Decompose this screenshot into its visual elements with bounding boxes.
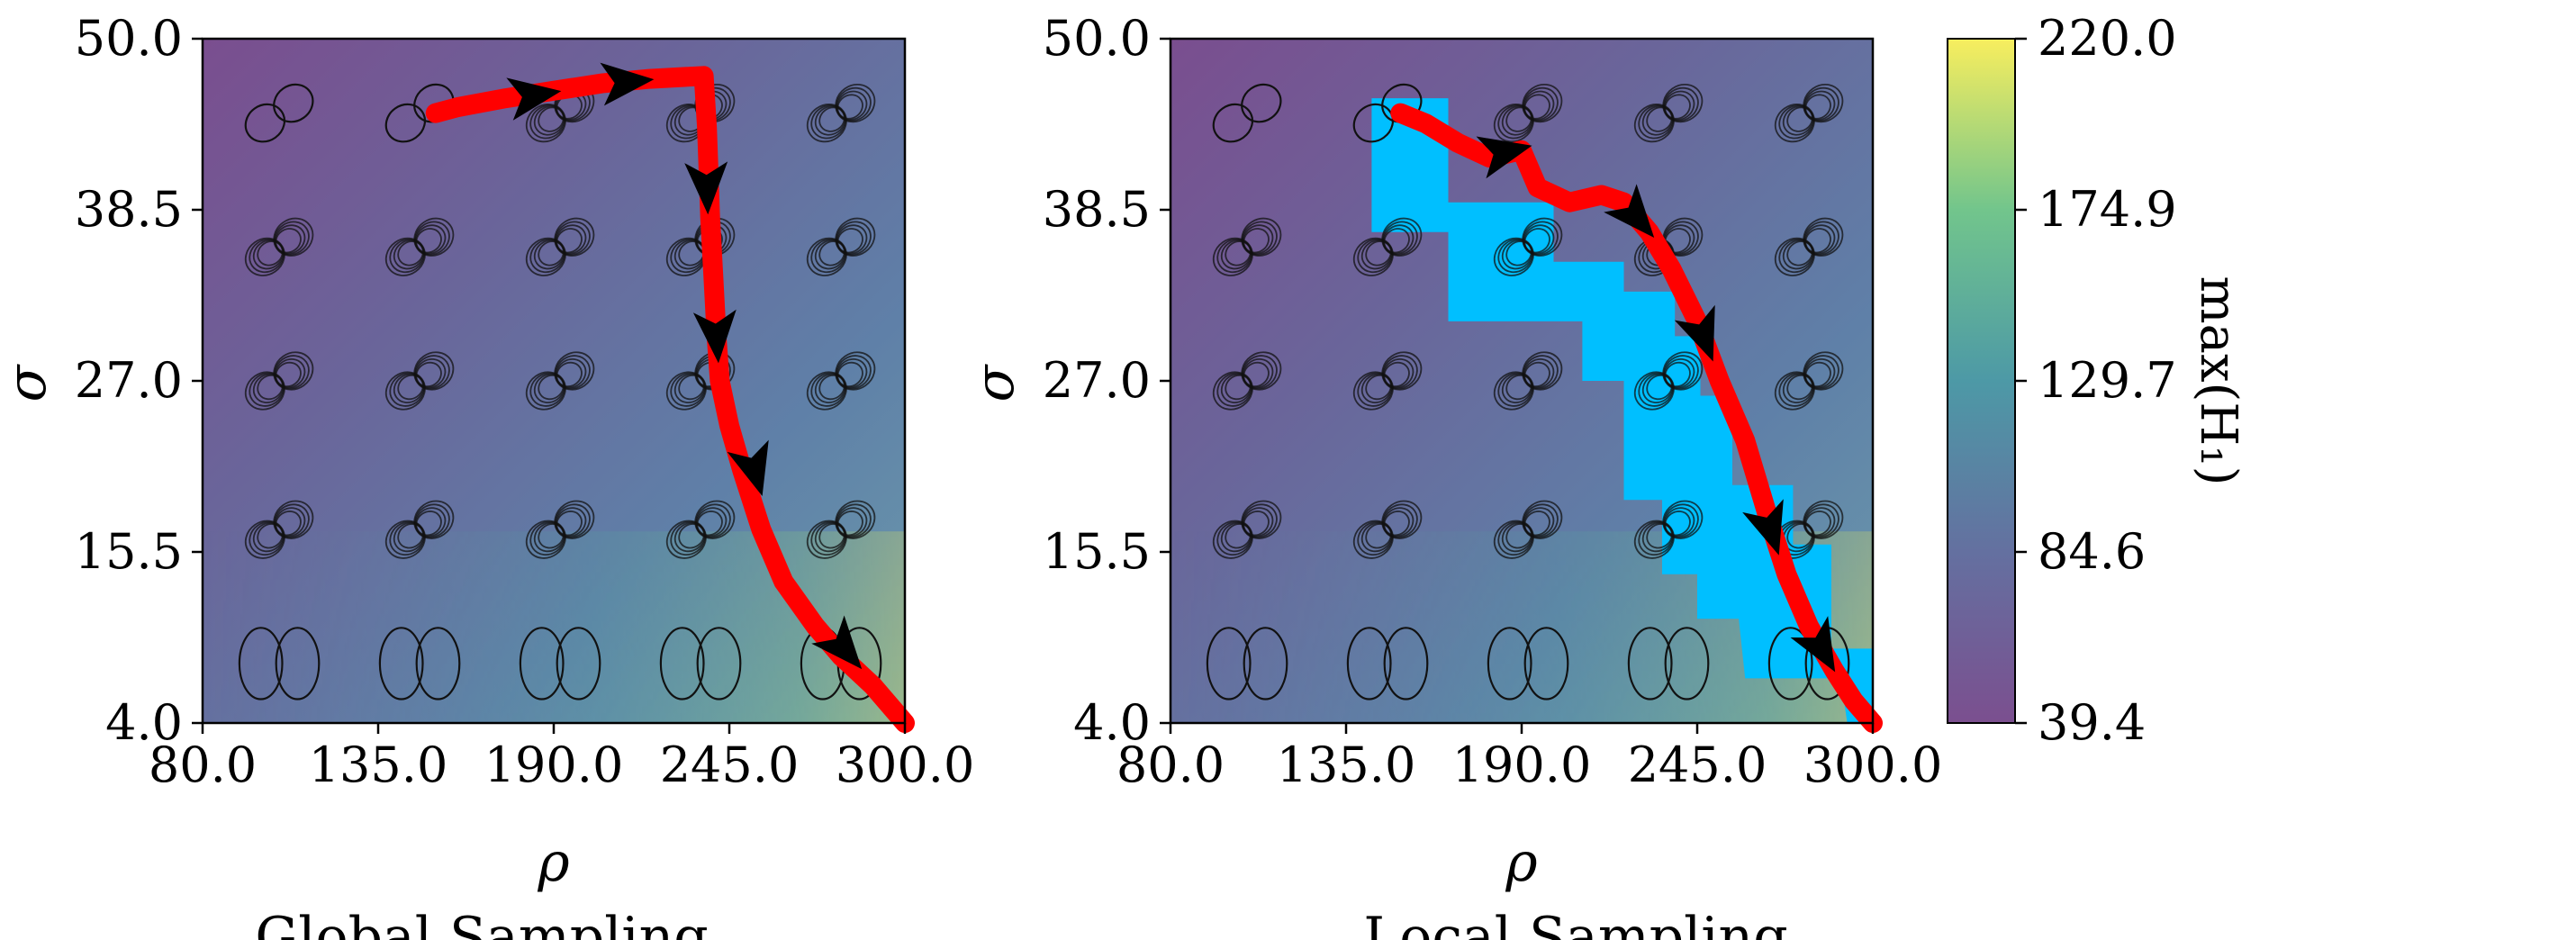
attractor-glyph — [238, 627, 321, 700]
attractor-glyph — [1352, 500, 1423, 559]
y-tick-label: 38.5 — [75, 181, 183, 238]
path-arrow — [1476, 136, 1532, 179]
colorbar-tick-label: 220.0 — [2038, 10, 2177, 67]
path-arrow — [1790, 616, 1836, 673]
y-tick-label: 15.5 — [75, 523, 183, 580]
y-tick-label: 15.5 — [1043, 523, 1151, 580]
attractor-glyph — [1633, 351, 1704, 411]
attractor-glyph — [1206, 627, 1288, 700]
panel-subtitle: Global Sampling — [255, 906, 708, 940]
x-tick-label: 190.0 — [484, 737, 624, 793]
path-arrow — [692, 309, 737, 364]
attractor-glyph — [1212, 217, 1282, 276]
attractor-glyph — [1493, 84, 1563, 143]
attractor-glyph — [1633, 500, 1704, 559]
attractor-glyph — [244, 500, 314, 559]
x-axis-label: ρ — [537, 831, 569, 894]
y-tick-label: 4.0 — [1073, 694, 1151, 751]
y-tick-label: 27.0 — [1043, 352, 1151, 409]
y-axis-label: σ — [963, 363, 1026, 402]
path-arrow — [1604, 184, 1655, 239]
y-tick-label: 4.0 — [105, 694, 183, 751]
attractor-glyph — [244, 83, 314, 143]
attractor-glyph — [1774, 351, 1844, 411]
heatmap-area — [201, 37, 915, 733]
x-tick-label: 80.0 — [149, 737, 257, 793]
attractor-glyph — [244, 351, 314, 411]
y-tick-label: 50.0 — [1043, 10, 1151, 67]
attractor-glyph — [1627, 627, 1710, 700]
attractor-glyph — [1352, 351, 1423, 411]
attractor-glyph — [525, 351, 595, 411]
attractor-glyph — [519, 627, 601, 700]
y-axis: 4.0 15.5 27.0 38.5 50.0 — [1043, 10, 1170, 751]
colorbar-ticks: 39.4 84.6 129.7 174.9 220.0 — [2015, 10, 2177, 751]
local-sampling-panel: 80.0 135.0 190.0 245.0 300.0 4.0 15.5 27.0 38.5… — [963, 10, 1942, 940]
attractor-glyph — [378, 627, 461, 700]
optimization-path — [425, 66, 915, 733]
path-arrow — [600, 62, 655, 106]
attractor-glyph — [1212, 500, 1282, 559]
path-arrow — [506, 77, 562, 121]
attractor-glyph — [384, 217, 455, 276]
colorbar: 39.4 84.6 129.7 174.9 220.0 max(H₁) — [1947, 10, 2247, 751]
attractor-glyph — [384, 351, 455, 411]
path-arrow — [811, 615, 863, 670]
y-tick-label: 50.0 — [75, 10, 183, 67]
path-arrow — [1742, 499, 1784, 556]
colorbar-tick-label: 84.6 — [2038, 523, 2146, 580]
attractor-glyph — [1774, 84, 1844, 143]
colorbar-tick-label: 39.4 — [2038, 694, 2146, 751]
panel-subtitle: Local Sampling — [1363, 906, 1787, 940]
attractor-glyph — [1212, 351, 1282, 411]
attractor-glyph — [525, 217, 595, 276]
x-axis: 80.0 135.0 190.0 245.0 300.0 — [149, 723, 974, 793]
attractor-glyph — [1493, 351, 1563, 411]
attractor-glyph — [806, 351, 876, 411]
attractor-glyph — [665, 500, 736, 559]
attractor-glyph — [1774, 217, 1844, 276]
x-tick-label: 245.0 — [660, 737, 800, 793]
y-tick-label: 27.0 — [75, 352, 183, 409]
x-tick-label: 245.0 — [1628, 737, 1767, 793]
x-tick-label: 300.0 — [1803, 737, 1943, 793]
attractor-glyph — [1633, 84, 1704, 143]
heatmap-high-region — [203, 531, 905, 723]
attractor-glyph — [1346, 627, 1429, 700]
colorbar-gradient — [1947, 38, 2016, 724]
path-arrow — [684, 161, 728, 215]
colorbar-tick-label: 129.7 — [2038, 352, 2177, 409]
y-axis-label: σ — [0, 363, 59, 402]
path-arrow — [1674, 304, 1715, 362]
x-tick-label: 300.0 — [836, 737, 975, 793]
attractor-glyph — [525, 500, 595, 559]
attractor-glyph — [1352, 217, 1423, 276]
colorbar-label: max(H₁) — [2189, 276, 2247, 485]
attractor-glyph — [1487, 627, 1569, 700]
attractor-glyph — [806, 500, 876, 559]
attractor-glyph — [1493, 217, 1563, 276]
attractor-glyph — [806, 84, 876, 143]
attractor-glyph — [1212, 83, 1282, 143]
attractor-glyph — [659, 627, 742, 700]
global-sampling-panel: 80.0 135.0 190.0 245.0 300.0 4.0 15.5 27.0 38.5… — [0, 10, 974, 940]
y-axis: 4.0 15.5 27.0 38.5 50.0 — [75, 10, 203, 751]
x-tick-label: 135.0 — [309, 737, 448, 793]
sampled-region — [1371, 98, 1873, 724]
y-tick-label: 38.5 — [1043, 181, 1151, 238]
attractor-glyph — [806, 217, 876, 276]
x-tick-label: 190.0 — [1452, 737, 1592, 793]
x-tick-label: 135.0 — [1277, 737, 1416, 793]
heatmap-area — [1169, 37, 1883, 733]
attractor-glyph — [1493, 500, 1563, 559]
path-arrow — [727, 439, 769, 496]
x-axis: 80.0 135.0 190.0 245.0 300.0 — [1116, 723, 1942, 793]
attractor-glyph — [244, 217, 314, 276]
colorbar-tick-label: 174.9 — [2038, 181, 2177, 238]
x-axis-label: ρ — [1505, 831, 1537, 894]
x-tick-label: 80.0 — [1116, 737, 1225, 793]
attractor-glyph — [384, 500, 455, 559]
